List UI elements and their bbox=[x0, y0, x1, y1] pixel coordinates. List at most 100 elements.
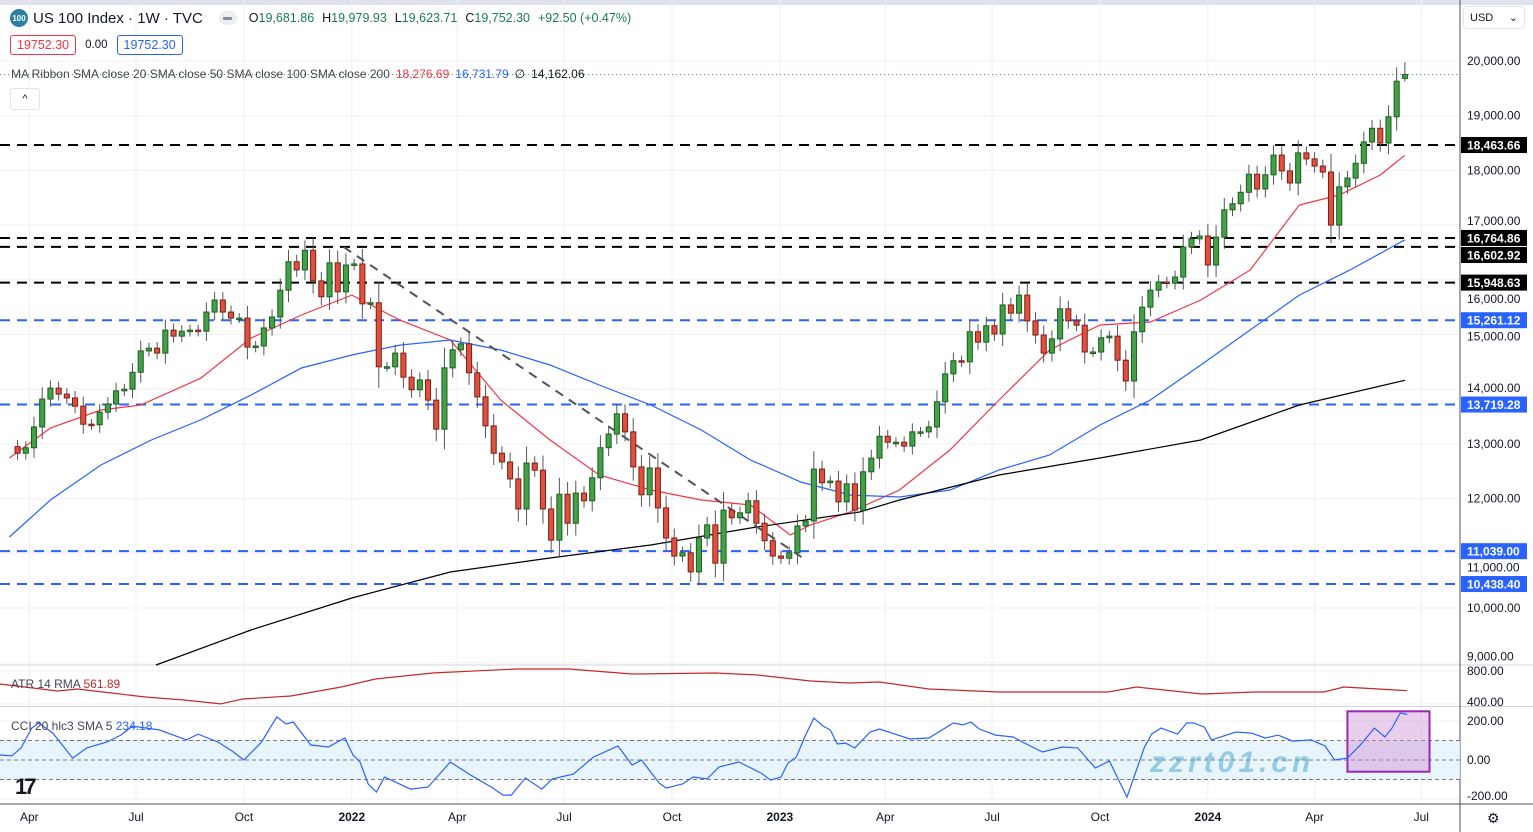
candle-body bbox=[901, 441, 908, 447]
candle bbox=[1336, 172, 1343, 240]
candle-body bbox=[416, 379, 423, 391]
minimize-icon[interactable] bbox=[218, 11, 237, 25]
ma-legend-label: MA Ribbon SMA close 20 SMA close 50 SMA … bbox=[11, 67, 390, 81]
candle bbox=[1040, 325, 1047, 363]
level-price-label: 13,719.28 bbox=[1467, 398, 1521, 412]
candle bbox=[441, 347, 448, 450]
candle-body bbox=[851, 483, 858, 511]
low-value: L19,623.71 bbox=[395, 11, 458, 25]
candle bbox=[974, 324, 982, 350]
candle-body bbox=[663, 507, 670, 539]
spread-value: 0.00 bbox=[85, 39, 108, 51]
candle-body bbox=[334, 262, 341, 293]
candle-body bbox=[1352, 162, 1359, 179]
candle bbox=[621, 404, 629, 442]
candle-body bbox=[1073, 320, 1080, 326]
candle-body bbox=[909, 431, 916, 447]
currency-select[interactable]: USD ⌄ bbox=[1463, 6, 1525, 29]
candle bbox=[687, 543, 694, 582]
buy-button[interactable]: 19752.30 bbox=[116, 35, 183, 55]
candle bbox=[646, 456, 653, 507]
tradingview-logo[interactable]: 17 bbox=[15, 774, 37, 799]
candle-body bbox=[1336, 186, 1343, 226]
candle-body bbox=[1295, 152, 1302, 184]
candle-body bbox=[408, 376, 415, 391]
candle-body bbox=[400, 352, 407, 378]
candle-body bbox=[236, 317, 243, 321]
candle-body bbox=[605, 433, 612, 449]
symbol-logo-icon: 100 bbox=[10, 9, 28, 27]
candle-body bbox=[170, 329, 177, 337]
candle-body bbox=[260, 327, 267, 347]
candle bbox=[1254, 165, 1261, 198]
candle bbox=[605, 425, 612, 457]
candle bbox=[835, 470, 842, 513]
candle-body bbox=[1262, 174, 1269, 190]
candle-body bbox=[860, 471, 867, 511]
candle-body bbox=[424, 379, 432, 401]
candle bbox=[1319, 159, 1326, 179]
high-value: H19,979.93 bbox=[322, 11, 387, 25]
candle bbox=[1295, 140, 1302, 196]
candle-body bbox=[991, 325, 998, 335]
candle bbox=[424, 369, 432, 411]
candle-body bbox=[162, 329, 169, 354]
atr-label: ATR 14 RMA bbox=[11, 677, 81, 691]
candle bbox=[1130, 314, 1138, 399]
candle-body bbox=[1196, 235, 1203, 240]
candle-body bbox=[359, 263, 366, 305]
candle-body bbox=[712, 524, 719, 564]
time-axis-label: Jul bbox=[128, 810, 143, 824]
candle-body bbox=[654, 467, 661, 509]
time-axis-label: Oct bbox=[663, 810, 682, 824]
collapse-legend-button[interactable]: ^ bbox=[10, 88, 40, 110]
candle bbox=[1180, 234, 1187, 290]
candle-body bbox=[466, 343, 473, 374]
atr-axis-label: 800.00 bbox=[1467, 664, 1504, 678]
candle-body bbox=[950, 360, 957, 375]
candle bbox=[72, 390, 79, 414]
candle bbox=[474, 361, 481, 408]
candle-body bbox=[1393, 80, 1400, 118]
candle-body bbox=[482, 396, 489, 427]
gear-icon[interactable]: ⚙ bbox=[1487, 810, 1500, 826]
symbol-title[interactable]: US 100 Index · 1W · TVC bbox=[33, 9, 203, 27]
candle-body bbox=[72, 397, 79, 407]
candle bbox=[925, 420, 932, 439]
candle bbox=[449, 340, 456, 378]
candle-body bbox=[704, 524, 711, 539]
candle-body bbox=[761, 522, 768, 542]
candle bbox=[753, 490, 760, 534]
candle-body bbox=[441, 367, 448, 430]
level-price-label: 16,764.86 bbox=[1467, 231, 1521, 245]
candle bbox=[301, 240, 308, 280]
candle bbox=[1098, 329, 1105, 361]
candle-body bbox=[531, 462, 538, 471]
ma-ribbon-legend[interactable]: MA Ribbon SMA close 20 SMA close 50 SMA … bbox=[11, 67, 591, 81]
cci-legend[interactable]: CCI 20 hlc3 SMA 5 234.18 bbox=[11, 719, 152, 733]
time-axis-label: 2022 bbox=[338, 810, 365, 824]
candle-body bbox=[892, 441, 899, 445]
candle-body bbox=[695, 537, 702, 573]
candle bbox=[113, 382, 120, 413]
candle bbox=[104, 396, 111, 420]
candle bbox=[129, 363, 136, 399]
candle-body bbox=[1229, 203, 1236, 211]
candle bbox=[30, 416, 38, 458]
candle-body bbox=[219, 299, 226, 313]
candle-body bbox=[523, 462, 530, 510]
candle bbox=[1401, 62, 1408, 82]
candle bbox=[80, 396, 87, 434]
sell-button[interactable]: 19752.30 bbox=[10, 35, 77, 55]
candle-body bbox=[342, 264, 349, 293]
candle bbox=[1270, 145, 1277, 185]
trend-line bbox=[343, 246, 807, 561]
price-axis-label: 9,000.00 bbox=[1467, 650, 1514, 664]
atr-legend[interactable]: ATR 14 RMA 561.89 bbox=[11, 677, 120, 691]
candle-body bbox=[1204, 235, 1211, 266]
candle-body bbox=[39, 398, 46, 428]
candle bbox=[983, 316, 990, 352]
candle bbox=[1344, 170, 1351, 194]
candle bbox=[884, 429, 891, 449]
